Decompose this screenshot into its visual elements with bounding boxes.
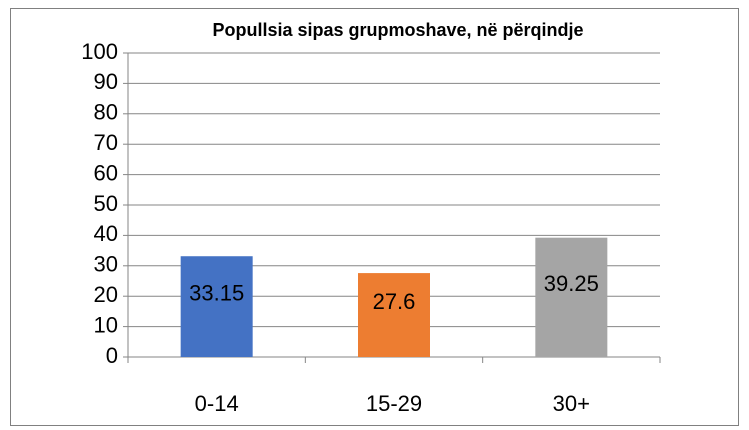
chart-title: Popullsia sipas grupmoshave, në përqindj… <box>212 20 583 40</box>
chart-border <box>10 8 739 426</box>
bar <box>535 237 608 357</box>
y-tick-label: 80 <box>94 100 118 125</box>
x-tick-label: 0-14 <box>195 391 239 416</box>
y-tick-label: 0 <box>106 343 118 368</box>
y-tick-label: 100 <box>81 39 118 64</box>
y-tick-label: 30 <box>94 252 118 277</box>
bar <box>180 256 253 357</box>
data-label: 39.25 <box>544 271 599 296</box>
y-tick-label: 10 <box>94 312 118 337</box>
x-tick-label: 15-29 <box>366 391 422 416</box>
bar <box>358 273 430 357</box>
y-tick-label: 20 <box>94 282 118 307</box>
y-tick-label: 70 <box>94 130 118 155</box>
y-tick-label: 60 <box>94 160 118 185</box>
y-tick-label: 40 <box>94 221 118 246</box>
y-tick-label: 50 <box>94 191 118 216</box>
y-tick-label: 90 <box>94 69 118 94</box>
x-tick-label: 30+ <box>553 391 590 416</box>
data-label: 27.6 <box>373 289 416 314</box>
data-label: 33.15 <box>189 280 244 305</box>
